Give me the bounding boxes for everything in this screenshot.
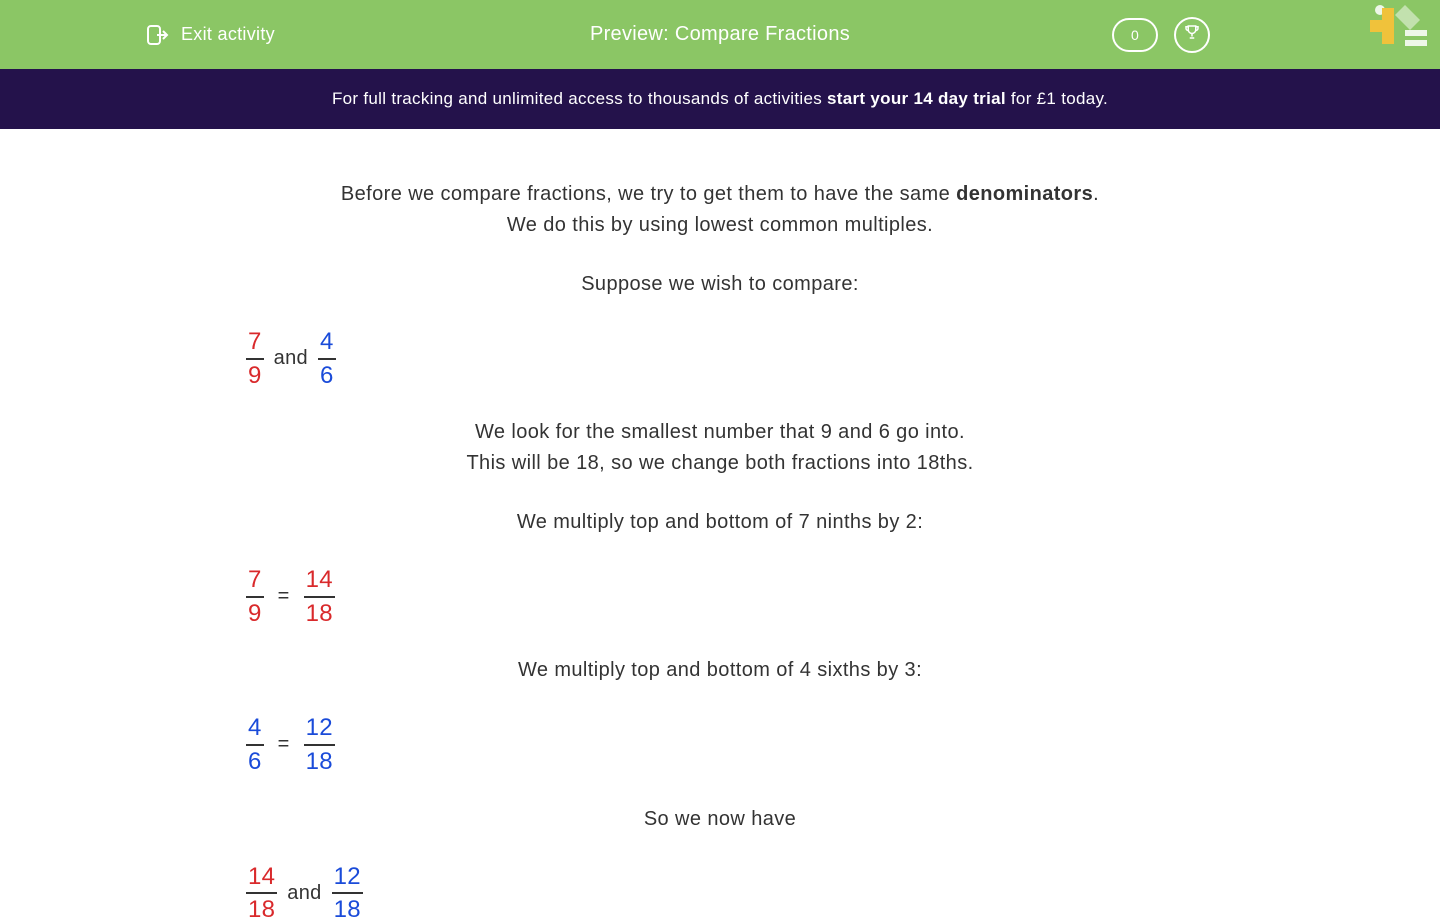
numerator: 12 [304, 714, 335, 744]
fraction-7-9: 7 9 [246, 566, 264, 627]
look-line-1: We look for the smallest number that 9 a… [240, 417, 1200, 448]
denominator: 9 [246, 358, 264, 390]
numerator: 14 [304, 566, 335, 596]
look-line-2: This will be 18, so we change both fract… [240, 448, 1200, 479]
banner-bold: start your 14 day trial [827, 89, 1006, 108]
exit-icon [145, 23, 169, 47]
brand-logo [1350, 0, 1440, 69]
multiply-line-1: We multiply top and bottom of 7 ninths b… [240, 507, 1200, 538]
denominator: 9 [246, 596, 264, 628]
fraction-row-3: 4 6 = 12 18 [240, 714, 1200, 775]
denominator: 18 [246, 892, 277, 924]
numerator: 7 [246, 328, 264, 358]
fraction-row-2: 7 9 = 14 18 [240, 566, 1200, 627]
numerator: 12 [332, 863, 363, 893]
banner-prefix: For full tracking and unlimited access t… [332, 89, 827, 108]
denominator: 6 [318, 358, 336, 390]
intro-line-1: Before we compare fractions, we try to g… [240, 179, 1200, 210]
multiply-line-2: We multiply top and bottom of 4 sixths b… [240, 655, 1200, 686]
numerator: 4 [246, 714, 264, 744]
intro-text-a: Before we compare fractions, we try to g… [341, 183, 956, 205]
fraction-7-9: 7 9 [246, 328, 264, 389]
exit-label: Exit activity [181, 24, 275, 45]
and-word: and [274, 343, 308, 374]
fraction-row-1: 7 9 and 4 6 [240, 328, 1200, 389]
score-badge[interactable]: 0 [1112, 18, 1158, 52]
suppose-text: Suppose we wish to compare: [240, 269, 1200, 300]
header-bar: Exit activity Preview: Compare Fractions… [0, 0, 1440, 69]
fraction-12-18: 12 18 [304, 714, 335, 775]
denominator: 18 [304, 596, 335, 628]
fraction-14-18: 14 18 [246, 863, 277, 924]
header-right-group: 0 [1112, 17, 1210, 53]
fraction-4-6: 4 6 [318, 328, 336, 389]
numerator: 14 [246, 863, 277, 893]
and-word: and [287, 878, 321, 909]
lesson-content: Before we compare fractions, we try to g… [240, 129, 1200, 924]
fraction-4-6: 4 6 [246, 714, 264, 775]
denominator: 18 [304, 744, 335, 776]
intro-line-2: We do this by using lowest common multip… [240, 210, 1200, 241]
exit-activity-button[interactable]: Exit activity [145, 23, 275, 47]
denominator: 6 [246, 744, 264, 776]
fraction-12-18: 12 18 [332, 863, 363, 924]
trophy-icon [1183, 23, 1201, 46]
intro-text-c: . [1093, 183, 1099, 205]
trial-banner[interactable]: For full tracking and unlimited access t… [0, 69, 1440, 129]
denominator: 18 [332, 892, 363, 924]
trophy-button[interactable] [1174, 17, 1210, 53]
so-now-text: So we now have [240, 804, 1200, 835]
equals-sign: = [274, 729, 294, 760]
numerator: 4 [318, 328, 336, 358]
intro-text-bold: denominators [956, 183, 1093, 205]
fraction-14-18: 14 18 [304, 566, 335, 627]
numerator: 7 [246, 566, 264, 596]
page-title: Preview: Compare Fractions [590, 23, 850, 46]
score-value: 0 [1131, 27, 1139, 43]
fraction-row-4: 14 18 and 12 18 [240, 863, 1200, 924]
equals-sign: = [274, 581, 294, 612]
banner-suffix: for £1 today. [1006, 89, 1108, 108]
